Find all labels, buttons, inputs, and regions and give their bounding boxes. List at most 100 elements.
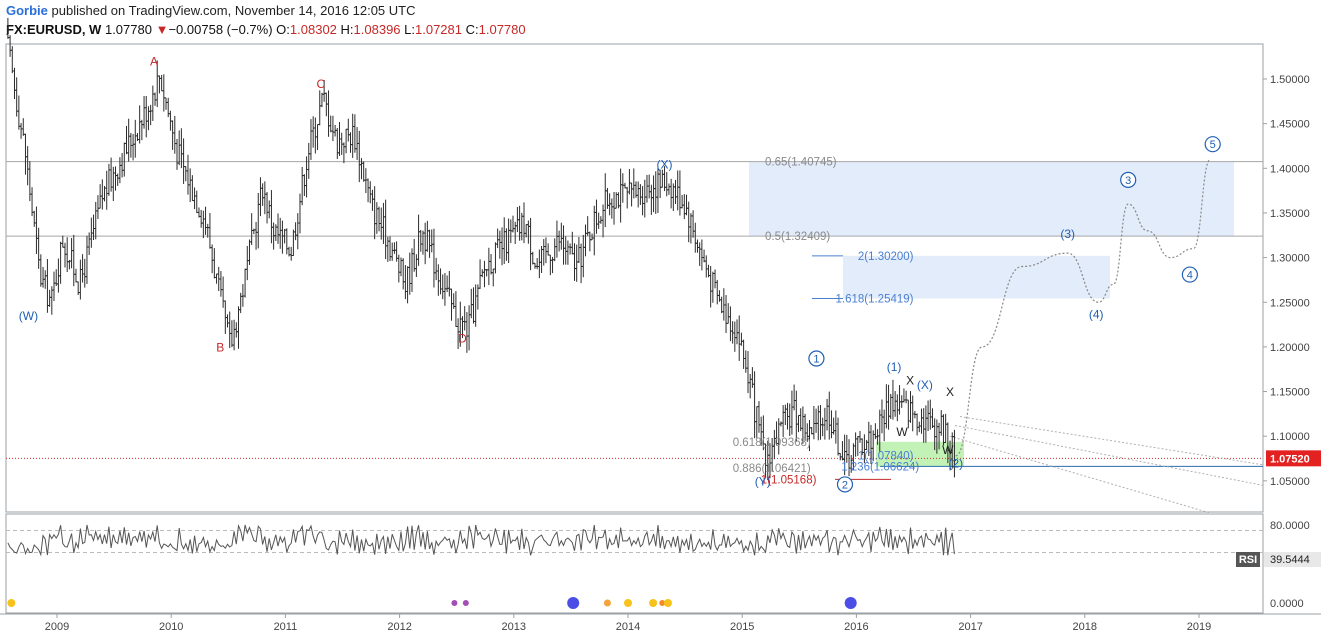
price-pane-frame (5, 43, 1264, 513)
author-link[interactable]: Gorbie (6, 3, 48, 18)
y-tick-label: 1.35000 (1270, 208, 1310, 220)
x-tick-label: 2014 (616, 621, 640, 633)
y-tick-label: 1.15000 (1270, 387, 1310, 399)
x-tick-label: 2018 (1073, 621, 1097, 633)
wave-label: A (150, 55, 158, 69)
wave-label: (W) (19, 309, 38, 323)
symbol-line: FX:EURUSD, W 1.07780 ▼−0.00758 (−0.7%) O… (6, 22, 526, 37)
event-marker (844, 597, 857, 609)
rsi-pane-frame (5, 513, 1264, 614)
symbol-name: FX:EURUSD, W (6, 22, 102, 37)
price-change: −0.00758 (−0.7%) (168, 22, 273, 37)
rsi-name-tag (1236, 552, 1260, 567)
wave-label: W (896, 425, 908, 439)
event-marker (624, 599, 632, 607)
event-marker (603, 599, 611, 607)
fib-label: 0.618(1.09368) (733, 437, 811, 449)
x-tick-label: 2016 (844, 621, 868, 633)
wave-label: (2) (948, 456, 963, 470)
publish-info: published on TradingView.com, November 1… (47, 3, 416, 18)
event-marker (649, 599, 658, 607)
channel-line (949, 435, 1211, 514)
wave-circle-label: 4 (1187, 270, 1193, 282)
wave-label: (3) (1060, 227, 1075, 241)
x-tick-label: 2013 (502, 621, 526, 633)
fib-label: 1(1.07840) (858, 450, 914, 462)
rsi-tick-label: 80.0000 (1270, 520, 1310, 532)
event-marker (567, 597, 580, 609)
x-tick-label: 2015 (730, 621, 754, 633)
channel-line (954, 424, 1264, 486)
last-price-tag-label: 1.07520 (1270, 453, 1310, 465)
wave-label: X (906, 373, 914, 387)
fib-label: 1.618(1.25419) (835, 294, 913, 306)
wave-circle (836, 476, 854, 493)
last-price-tag (1266, 450, 1321, 467)
low-value: 1.07281 (415, 22, 462, 37)
rsi-tick-label: 0.0000 (1270, 598, 1304, 610)
x-tick-label: 2017 (958, 621, 982, 633)
low-label: L: (404, 22, 415, 37)
channel-line (959, 416, 1264, 466)
event-marker (451, 600, 458, 606)
wave-label: C (316, 77, 325, 91)
close-label: C: (465, 22, 479, 37)
open-label: O: (276, 22, 290, 37)
rsi-name-label: RSI (1239, 554, 1257, 566)
y-tick-label: 1.25000 (1270, 297, 1310, 309)
target-box-upper (749, 161, 1234, 237)
event-marker (7, 599, 16, 607)
fib-label: 1(1.05168) (761, 474, 817, 486)
fib-label: 0.886(1.06421) (733, 463, 811, 475)
x-tick-label: 2019 (1187, 621, 1211, 633)
fib-label: 2(1.30200) (858, 251, 914, 263)
wave-label: (1) (887, 360, 902, 374)
close-value: 1.07780 (478, 22, 526, 37)
event-marker (663, 599, 672, 607)
open-value: 1.08302 (289, 22, 337, 37)
event-marker (462, 600, 469, 606)
wave-label: B (216, 340, 224, 354)
wave-circle (1181, 266, 1198, 283)
y-tick-label: 1.05000 (1270, 476, 1310, 488)
wave-circle (808, 350, 825, 367)
wave-circle (1120, 171, 1137, 189)
down-arrow-icon: ▼ (155, 22, 169, 37)
last-price: 1.07780 (104, 22, 152, 37)
wave-circle-label: 3 (1125, 175, 1131, 187)
wave-label: (4) (1089, 307, 1104, 321)
x-tick-label: 2012 (387, 621, 411, 633)
event-marker (659, 600, 666, 606)
y-tick-label: 1.20000 (1270, 342, 1310, 354)
y-tick-label: 1.10000 (1270, 431, 1310, 443)
y-tick-label: 1.40000 (1270, 163, 1310, 175)
fib-level-label: 0.65(1.40745) (765, 157, 837, 169)
x-tick-label: 2011 (274, 621, 298, 633)
y-tick-label: 1.50000 (1270, 74, 1310, 86)
high-value: 1.08396 (353, 22, 401, 37)
wave-label: X (946, 385, 954, 399)
wave-label: (Y) (755, 474, 771, 488)
x-tick-label: 2010 (159, 621, 183, 633)
wave-label: (X) (917, 378, 933, 392)
wave-circle (1204, 136, 1221, 153)
rsi-value-tag (1264, 552, 1321, 567)
y-tick-label: 1.45000 (1270, 119, 1310, 131)
wave-label: W (942, 443, 954, 457)
support-zone (876, 441, 964, 467)
wave-label: (X) (657, 157, 673, 171)
x-tick-label: 2009 (45, 621, 69, 633)
y-tick-label: 1.30000 (1270, 253, 1310, 265)
fib-label: 1.236(1.06624) (841, 461, 919, 473)
wave-circle-label: 2 (842, 479, 848, 491)
rsi-value-label: 39.5444 (1270, 554, 1310, 566)
wave-label: D (458, 331, 467, 345)
target-box-lower (843, 255, 1110, 299)
fib-level-label: 0.5(1.32409) (765, 231, 830, 243)
wave-circle-label: 1 (813, 354, 819, 366)
publish-line: Gorbie published on TradingView.com, Nov… (6, 3, 416, 18)
wave-circle-label: 5 (1210, 139, 1216, 151)
rsi-line (7, 523, 955, 557)
projection-path (955, 158, 1211, 457)
